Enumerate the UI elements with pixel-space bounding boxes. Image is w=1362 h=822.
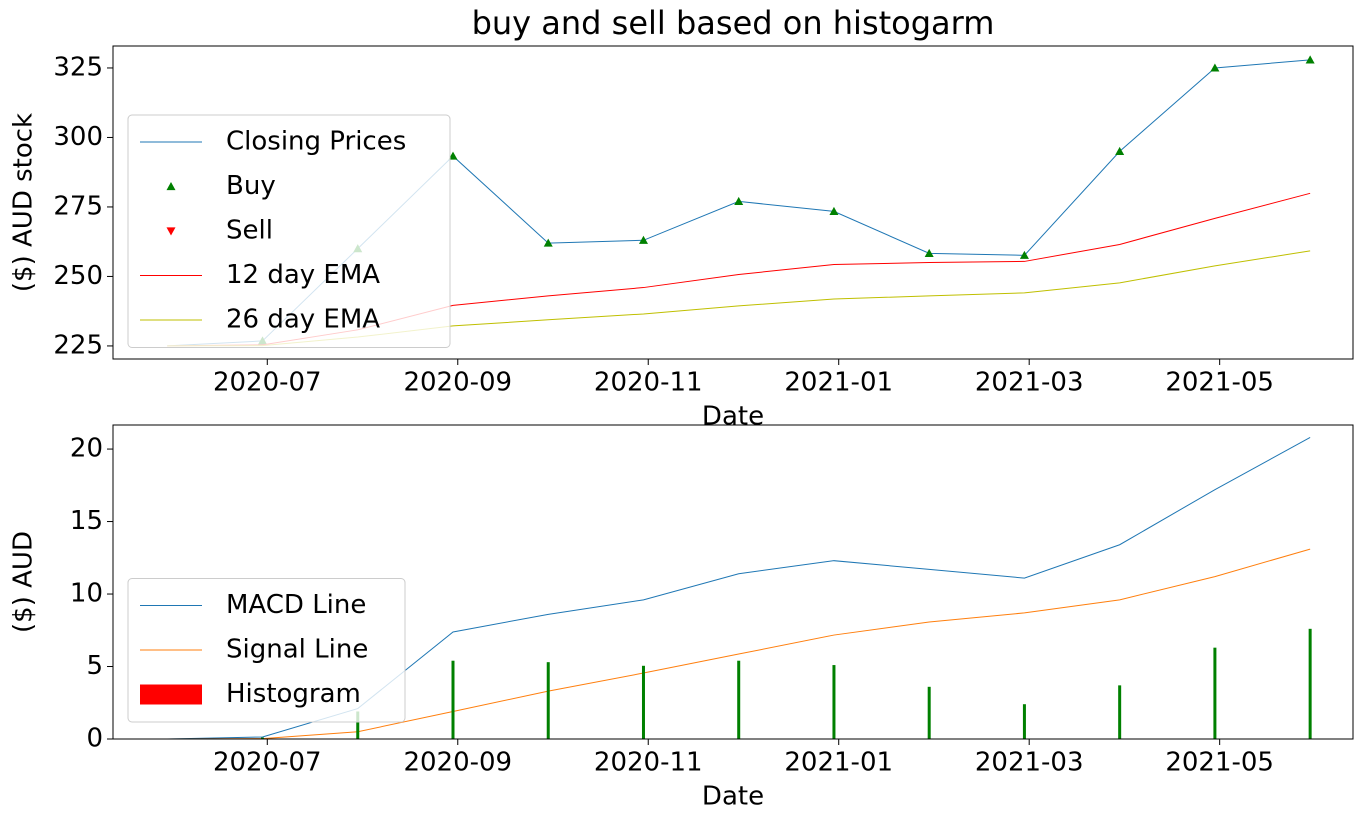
histogram-bar (737, 660, 741, 739)
marker (1305, 55, 1315, 64)
y-tick-label: 325 (53, 52, 103, 82)
marker (1019, 250, 1029, 259)
histogram-bar (927, 686, 931, 739)
x-tick-label: 2020-07 (213, 748, 322, 778)
x-tick-label: 2020-07 (213, 368, 322, 398)
x-tick-label: 2021-05 (1165, 748, 1274, 778)
legend-label: Signal Line (226, 635, 368, 665)
x-axis-label: Date (702, 782, 764, 812)
histogram-bar (546, 662, 550, 739)
legend: Closing Prices Buy Sell 12 day EMA 26 day EM… (127, 114, 451, 348)
histogram-bar (451, 660, 455, 739)
legend-marker (166, 227, 176, 236)
legend: MACD Line Signal Line Histogram (127, 578, 406, 723)
x-tick-label: 2020-11 (594, 368, 703, 398)
legend-label: Sell (226, 216, 273, 246)
y-tick-label: 10 (70, 579, 103, 609)
legend-label: 26 day EMA (226, 305, 380, 335)
legend-patch (140, 684, 202, 705)
x-tick-label: 2021-05 (1165, 368, 1274, 398)
legend-label: MACD Line (226, 590, 366, 620)
legend-label: Closing Prices (226, 127, 406, 157)
marker (638, 235, 648, 244)
histogram-bar (832, 665, 836, 739)
marker (829, 206, 839, 215)
plot-frame (112, 424, 1354, 740)
y-tick-label: 15 (70, 506, 103, 536)
legend-label: Buy (226, 171, 276, 201)
y-tick-label: 5 (86, 651, 103, 681)
marker (543, 238, 553, 247)
y-tick-label: 20 (70, 434, 103, 464)
x-tick-label: 2020-09 (403, 748, 512, 778)
y-axis-label: ($) AUD (9, 531, 39, 633)
y-tick-label: 250 (53, 261, 103, 291)
marker (448, 151, 458, 160)
histogram-bar (1022, 704, 1026, 739)
subplot: 0 5 10 15 20 2020-07 2020-09 2020-11 2021-01 2021… (9, 424, 1354, 812)
y-tick-label: 300 (53, 122, 103, 152)
legend-label: 12 day EMA (226, 260, 380, 290)
y-tick-label: 225 (53, 330, 103, 360)
x-tick-label: 2021-01 (784, 748, 893, 778)
chart-title: buy and sell based on histogarm (472, 4, 995, 42)
plot-frame (112, 45, 1354, 360)
subplot: buy and sell based on histogarm 225 250 275… (9, 4, 1354, 432)
histogram-bar (641, 665, 645, 739)
histogram-bar (261, 737, 265, 739)
legend-marker (166, 182, 176, 191)
x-tick-label: 2021-01 (784, 368, 893, 398)
histogram-bar (1213, 647, 1217, 739)
x-axis-label: Date (702, 402, 764, 432)
marker (1115, 146, 1125, 155)
histogram-bar (1308, 628, 1312, 739)
marker (1210, 63, 1220, 72)
x-tick-label: 2020-09 (403, 368, 512, 398)
y-tick-label: 275 (53, 191, 103, 221)
histogram-bar (356, 711, 360, 739)
histogram-bar (1118, 685, 1122, 739)
x-tick-label: 2021-03 (975, 368, 1084, 398)
x-tick-label: 2021-03 (975, 748, 1084, 778)
legend-label: Histogram (226, 679, 361, 709)
y-axis-label: ($) AUD stock (9, 113, 39, 292)
y-tick-label: 0 (86, 724, 103, 754)
legend-box (127, 114, 451, 348)
marker (734, 196, 744, 205)
x-tick-label: 2020-11 (594, 748, 703, 778)
marker (924, 248, 934, 257)
